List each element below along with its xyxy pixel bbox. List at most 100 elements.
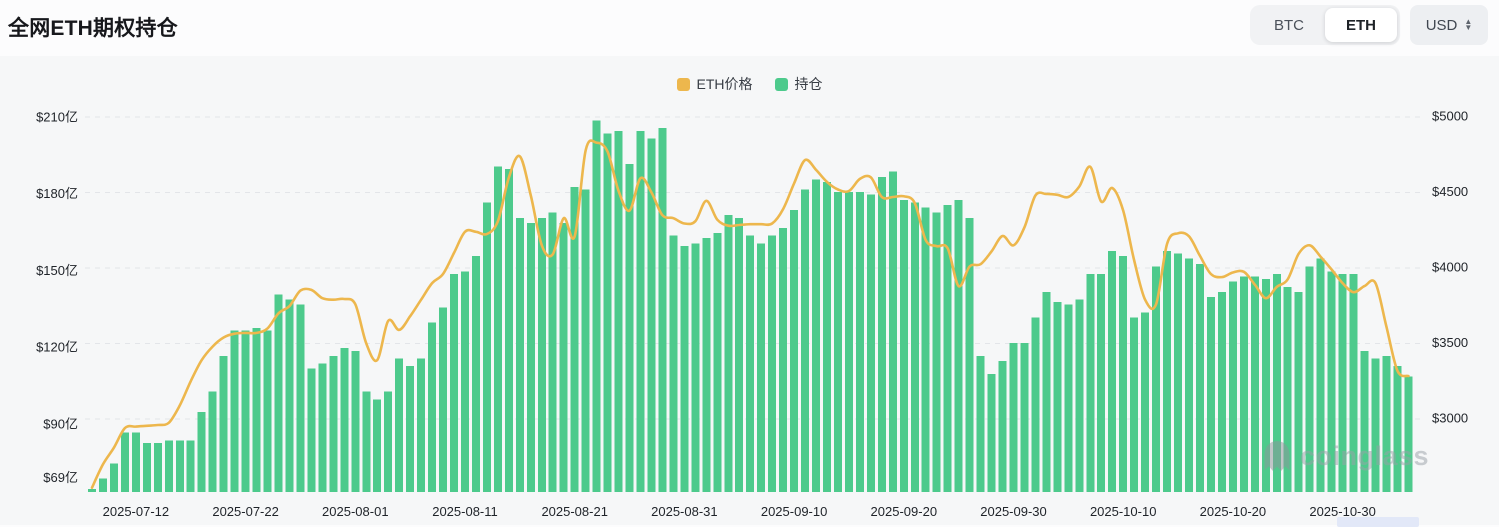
oi-bar[interactable] <box>417 358 426 493</box>
btc-toggle-button[interactable]: BTC <box>1274 16 1304 34</box>
oi-bar[interactable] <box>548 212 557 492</box>
oi-bar[interactable] <box>318 363 327 492</box>
oi-bar[interactable] <box>1250 276 1259 492</box>
oi-bar[interactable] <box>910 202 919 492</box>
oi-bar[interactable] <box>877 176 886 493</box>
oi-bar[interactable] <box>1338 274 1347 492</box>
oi-bar[interactable] <box>504 169 513 492</box>
oi-bar[interactable] <box>537 217 546 493</box>
oi-bar[interactable] <box>450 274 458 492</box>
oi-bar[interactable] <box>746 235 755 492</box>
oi-bar[interactable] <box>768 235 777 492</box>
oi-bar[interactable] <box>757 243 766 492</box>
oi-bar[interactable] <box>888 171 897 492</box>
oi-bar[interactable] <box>866 194 875 492</box>
oi-bar[interactable] <box>636 130 645 493</box>
oi-bar[interactable] <box>1196 263 1204 492</box>
oi-bar[interactable] <box>1141 312 1150 492</box>
oi-bar[interactable] <box>142 442 151 492</box>
oi-bar[interactable] <box>1283 286 1292 492</box>
oi-bar[interactable] <box>1053 302 1062 492</box>
oi-bar[interactable] <box>603 133 612 493</box>
oi-bar[interactable] <box>274 294 283 493</box>
oi-bar[interactable] <box>834 192 842 492</box>
oi-bar[interactable] <box>131 432 140 492</box>
oi-bar[interactable] <box>428 322 437 492</box>
oi-bar[interactable] <box>219 355 228 492</box>
oi-bar[interactable] <box>252 327 261 492</box>
oi-bar[interactable] <box>823 181 831 492</box>
oi-bar[interactable] <box>1185 258 1193 492</box>
oi-bar[interactable] <box>461 271 469 493</box>
oi-bar[interactable] <box>1097 274 1106 492</box>
oi-bar[interactable] <box>899 199 908 492</box>
oi-bar[interactable] <box>285 299 294 492</box>
oi-bar[interactable] <box>526 222 535 492</box>
oi-bar[interactable] <box>493 166 502 492</box>
oi-bar[interactable] <box>175 440 184 492</box>
oi-bar[interactable] <box>230 330 239 492</box>
oi-bar[interactable] <box>373 399 382 492</box>
oi-bar[interactable] <box>263 330 272 492</box>
oi-bar[interactable] <box>713 233 722 492</box>
oi-bar[interactable] <box>208 391 217 492</box>
legend-item-eth-price[interactable]: ETH价格 <box>676 74 753 94</box>
oi-bar[interactable] <box>1272 274 1281 492</box>
oi-bar[interactable] <box>1163 251 1172 492</box>
oi-bar[interactable] <box>1217 291 1226 492</box>
oi-bar[interactable] <box>1108 251 1117 492</box>
oi-bar[interactable] <box>702 238 711 492</box>
oi-bar[interactable] <box>241 330 250 492</box>
legend-item-open-interest[interactable]: 持仓 <box>774 74 823 94</box>
oi-bar[interactable] <box>1360 350 1369 492</box>
oi-bar[interactable] <box>329 355 338 492</box>
oi-bar[interactable] <box>351 350 360 492</box>
oi-bar[interactable] <box>1316 258 1325 492</box>
oi-bar[interactable] <box>855 192 864 492</box>
oi-bar[interactable] <box>1261 279 1270 492</box>
oi-bar[interactable] <box>472 256 480 492</box>
oi-bar[interactable] <box>1305 266 1314 492</box>
oi-bar[interactable] <box>164 440 173 492</box>
currency-select[interactable]: USD ▲ ▼ <box>1410 5 1488 45</box>
oi-bar[interactable] <box>395 358 404 493</box>
oi-bar[interactable] <box>1130 317 1139 493</box>
oi-bar[interactable] <box>658 128 667 492</box>
oi-bar[interactable] <box>965 217 974 493</box>
oi-bar[interactable] <box>88 488 96 492</box>
oi-bar[interactable] <box>307 368 316 492</box>
oi-bar[interactable] <box>1371 358 1380 493</box>
oi-bar[interactable] <box>998 361 1007 492</box>
oi-bar[interactable] <box>406 366 415 492</box>
oi-bar[interactable] <box>1042 291 1051 492</box>
oi-bar[interactable] <box>801 189 810 492</box>
oi-bar[interactable] <box>1382 355 1391 492</box>
oi-bar[interactable] <box>647 138 656 493</box>
oi-bar[interactable] <box>1119 256 1128 492</box>
oi-bar[interactable] <box>1031 317 1040 493</box>
oi-bar[interactable] <box>340 348 349 492</box>
oi-bar[interactable] <box>570 187 579 492</box>
oi-bar[interactable] <box>362 391 371 492</box>
oi-bar[interactable] <box>1349 274 1358 492</box>
oi-bar[interactable] <box>1239 276 1248 492</box>
oi-bar[interactable] <box>515 217 524 493</box>
oi-bar[interactable] <box>482 202 491 492</box>
oi-bar[interactable] <box>625 164 634 492</box>
oi-bar[interactable] <box>1075 299 1084 492</box>
oi-bar[interactable] <box>1009 343 1018 492</box>
oi-bar[interactable] <box>1086 274 1095 492</box>
oi-bar[interactable] <box>680 245 689 492</box>
oi-bar[interactable] <box>1327 271 1336 493</box>
oi-bar[interactable] <box>120 432 129 492</box>
oi-bar[interactable] <box>932 212 941 492</box>
oi-bar[interactable] <box>109 463 118 492</box>
oi-bar[interactable] <box>384 391 393 492</box>
oi-bar[interactable] <box>735 217 744 493</box>
oi-bar[interactable] <box>790 210 799 492</box>
oi-bar[interactable] <box>592 120 601 492</box>
oi-bar[interactable] <box>1174 253 1182 492</box>
oi-bar[interactable] <box>1294 291 1303 492</box>
oi-bar[interactable] <box>844 192 853 492</box>
